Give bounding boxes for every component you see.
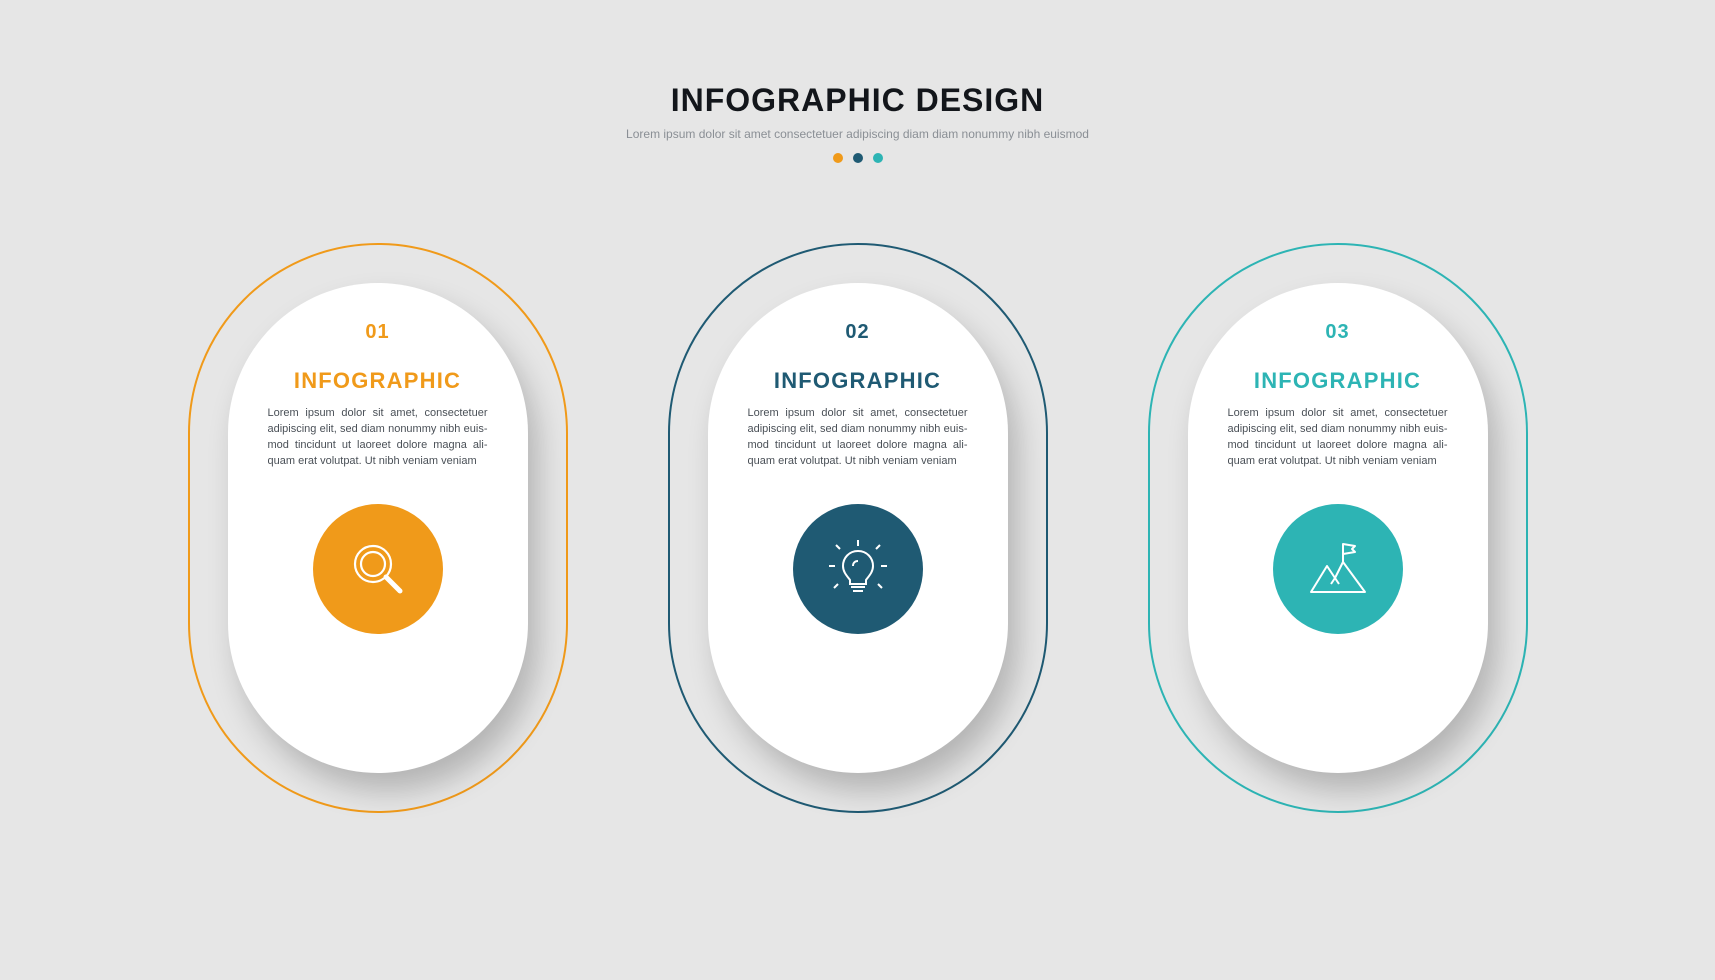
card-3-heading: INFOGRAPHIC xyxy=(1254,368,1421,394)
card-2: 02 INFOGRAPHIC Lorem ipsum dolor sit ame… xyxy=(668,243,1048,813)
card-1-heading: INFOGRAPHIC xyxy=(294,368,461,394)
card-3-text: Lorem ipsum dolor sit amet, consectetuer… xyxy=(1228,406,1448,470)
header: INFOGRAPHIC DESIGN Lorem ipsum dolor sit… xyxy=(0,0,1715,163)
card-2-heading: INFOGRAPHIC xyxy=(774,368,941,394)
cards-container: 01 INFOGRAPHIC Lorem ipsum dolor sit ame… xyxy=(0,243,1715,813)
card-2-number: 02 xyxy=(845,321,869,344)
mountain-flag-icon xyxy=(1303,534,1373,604)
card-3-icon-circle xyxy=(1273,504,1403,634)
card-3-body: 03 INFOGRAPHIC Lorem ipsum dolor sit ame… xyxy=(1188,283,1488,773)
dot-2 xyxy=(853,153,863,163)
card-3-number: 03 xyxy=(1325,321,1349,344)
card-1-body: 01 INFOGRAPHIC Lorem ipsum dolor sit ame… xyxy=(228,283,528,773)
card-2-icon-circle xyxy=(793,504,923,634)
card-1: 01 INFOGRAPHIC Lorem ipsum dolor sit ame… xyxy=(188,243,568,813)
page-title: INFOGRAPHIC DESIGN xyxy=(0,82,1715,119)
accent-dots xyxy=(0,153,1715,163)
page-subtitle: Lorem ipsum dolor sit amet consectetuer … xyxy=(0,125,1715,143)
bulb-icon xyxy=(823,534,893,604)
card-3: 03 INFOGRAPHIC Lorem ipsum dolor sit ame… xyxy=(1148,243,1528,813)
card-1-number: 01 xyxy=(365,321,389,344)
card-1-text: Lorem ipsum dolor sit amet, consectetuer… xyxy=(268,406,488,470)
search-icon xyxy=(343,534,413,604)
card-1-icon-circle xyxy=(313,504,443,634)
card-2-text: Lorem ipsum dolor sit amet, consectetuer… xyxy=(748,406,968,470)
card-2-body: 02 INFOGRAPHIC Lorem ipsum dolor sit ame… xyxy=(708,283,1008,773)
dot-1 xyxy=(833,153,843,163)
dot-3 xyxy=(873,153,883,163)
